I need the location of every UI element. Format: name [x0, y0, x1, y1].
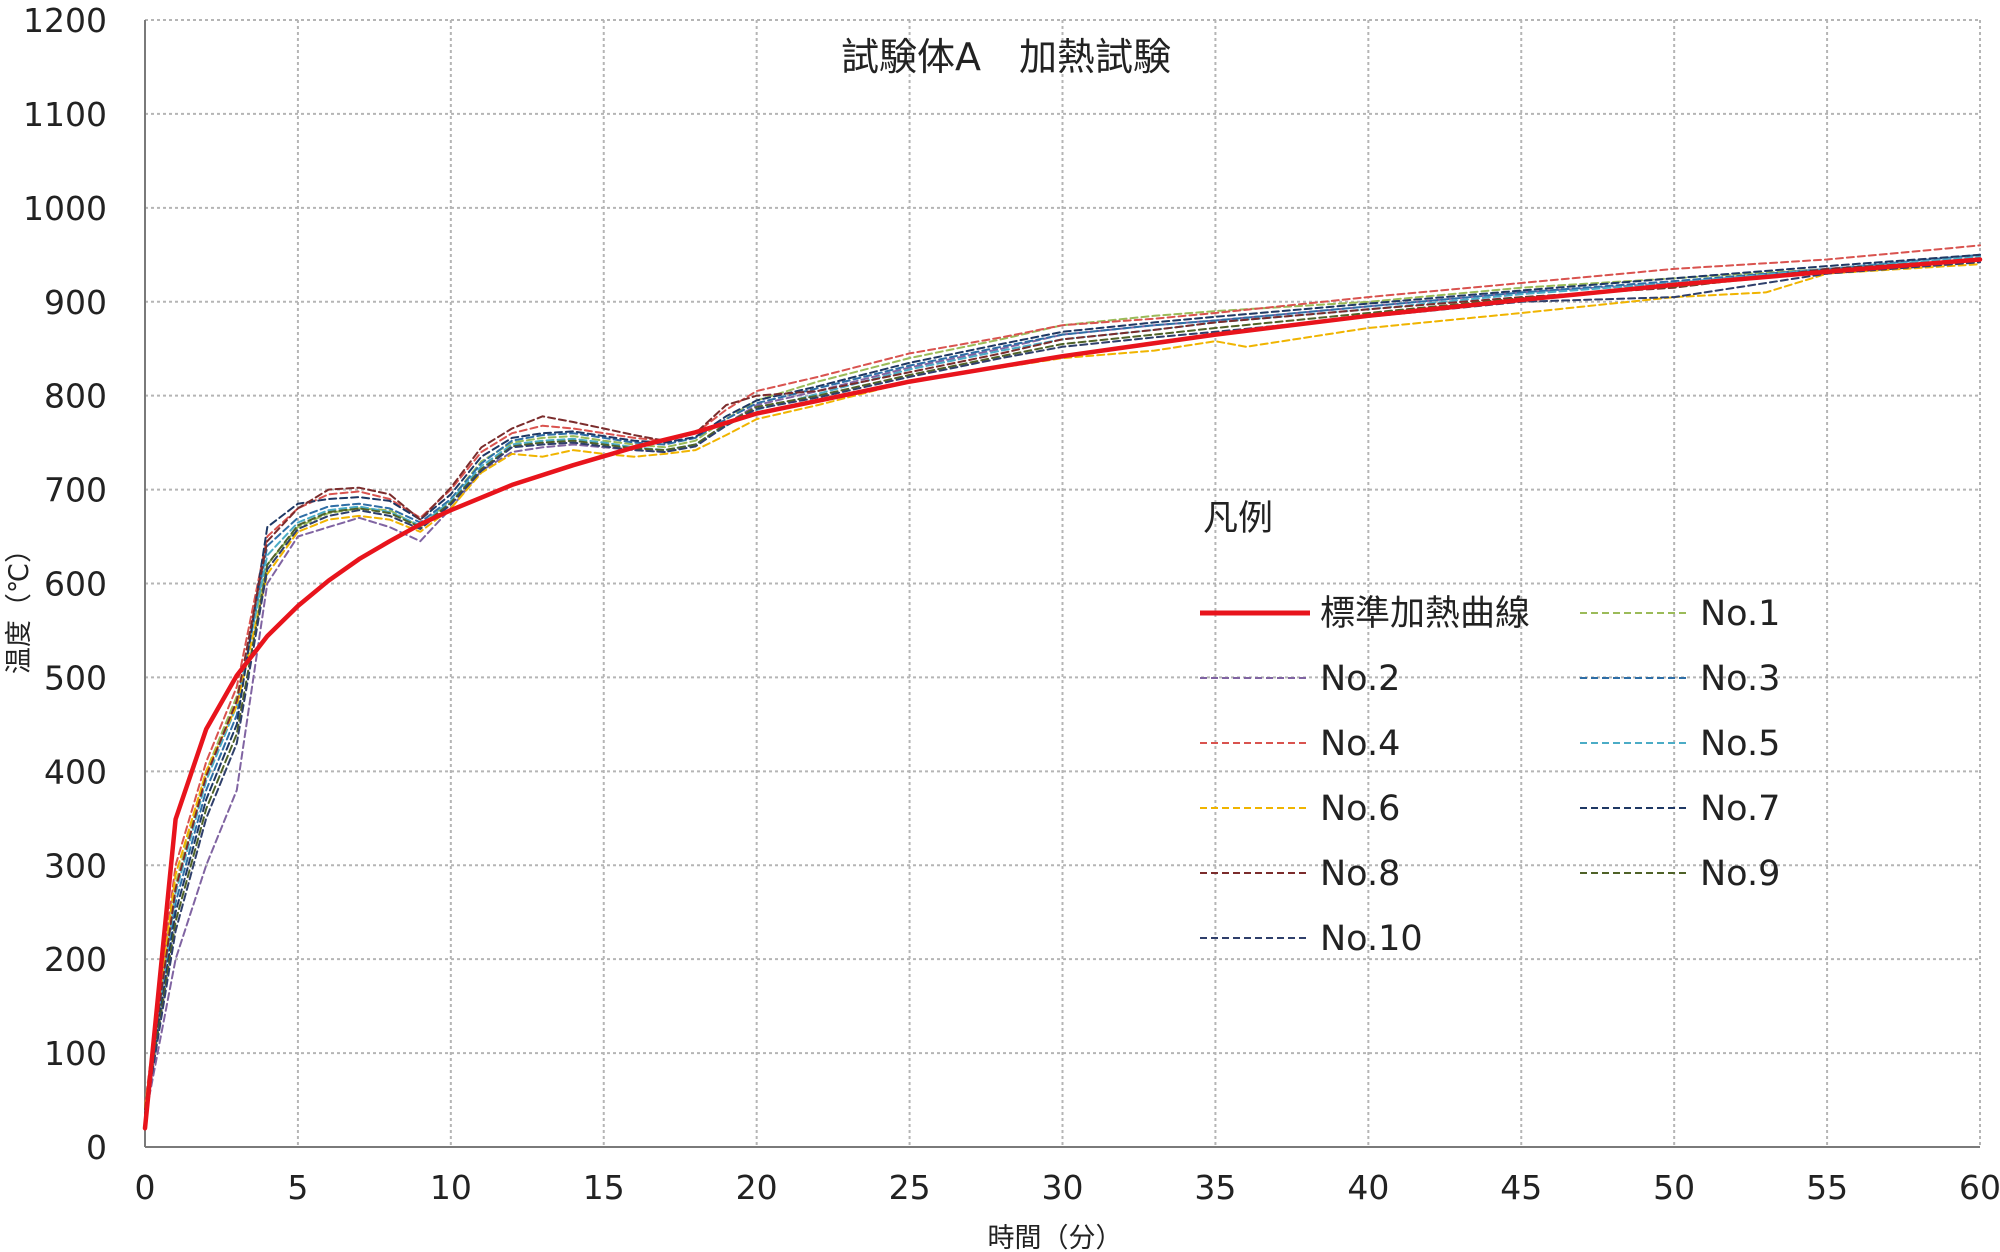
x-tick-label: 5 [287, 1168, 308, 1207]
y-tick-label: 600 [44, 565, 107, 604]
x-tick-label: 35 [1194, 1168, 1236, 1207]
y-axis-label: 温度（℃） [4, 536, 35, 674]
legend-label: No.5 [1700, 724, 1780, 764]
y-tick-label: 400 [44, 752, 107, 791]
series-line-no7 [144, 253, 1981, 1115]
y-tick-label: 100 [44, 1034, 107, 1073]
y-tick-label: 0 [86, 1128, 107, 1167]
legend-label: No.3 [1700, 659, 1780, 699]
x-tick-label: 10 [430, 1168, 472, 1207]
legend-label: No.1 [1700, 594, 1780, 634]
series-line-no5 [144, 255, 1981, 1113]
x-tick-label: 20 [736, 1168, 778, 1207]
legend: 凡例 標準加熱曲線 No.1 No.2 No.3 No.4 No.5 No.6 No.7 No.… [1200, 499, 1780, 959]
x-tick-label: 30 [1042, 1168, 1084, 1207]
x-tick-label: 40 [1347, 1168, 1389, 1207]
y-tick-label: 800 [44, 377, 107, 416]
y-tick-label: 900 [44, 283, 107, 322]
series-line-no8 [144, 258, 1981, 1111]
y-tick-label: 300 [44, 846, 107, 885]
y-tick-label: 1000 [23, 189, 107, 228]
legend-label: No.10 [1320, 919, 1423, 959]
y-tick-label: 1100 [23, 95, 107, 134]
y-tick-label: 200 [44, 940, 107, 979]
grid [145, 19, 1981, 1147]
legend-label: No.6 [1320, 789, 1400, 829]
series-line-no9 [144, 259, 1981, 1117]
series-line-no1 [144, 258, 1981, 1111]
legend-label: No.2 [1320, 659, 1400, 699]
series-line-standard-heating-curve [142, 257, 1983, 1131]
series-layer [142, 244, 1983, 1131]
legend-label: No.9 [1700, 854, 1780, 894]
y-tick-label: 500 [44, 658, 107, 697]
x-tick-label: 60 [1959, 1168, 2000, 1207]
axes: 0100200300400500600700800900100011001200… [23, 1, 2000, 1207]
series-line-no6 [144, 263, 1981, 1109]
y-tick-label: 700 [44, 471, 107, 510]
x-tick-label: 55 [1806, 1168, 1848, 1207]
x-tick-label: 25 [889, 1168, 931, 1207]
x-axis-label: 時間（分） [988, 1223, 1123, 1252]
chart-title: 試験体A 加熱試験 [841, 35, 1171, 79]
series-line-no3 [144, 253, 1981, 1116]
legend-label: No.7 [1700, 789, 1780, 829]
y-tick-label: 1200 [23, 1, 107, 40]
x-tick-label: 50 [1653, 1168, 1695, 1207]
legend-label: 標準加熱曲線 [1320, 594, 1530, 634]
legend-label: No.8 [1320, 854, 1400, 894]
legend-title: 凡例 [1203, 499, 1273, 539]
x-tick-label: 45 [1500, 1168, 1542, 1207]
legend-label: No.4 [1320, 724, 1400, 764]
x-tick-label: 15 [583, 1168, 625, 1207]
x-tick-label: 0 [135, 1168, 156, 1207]
